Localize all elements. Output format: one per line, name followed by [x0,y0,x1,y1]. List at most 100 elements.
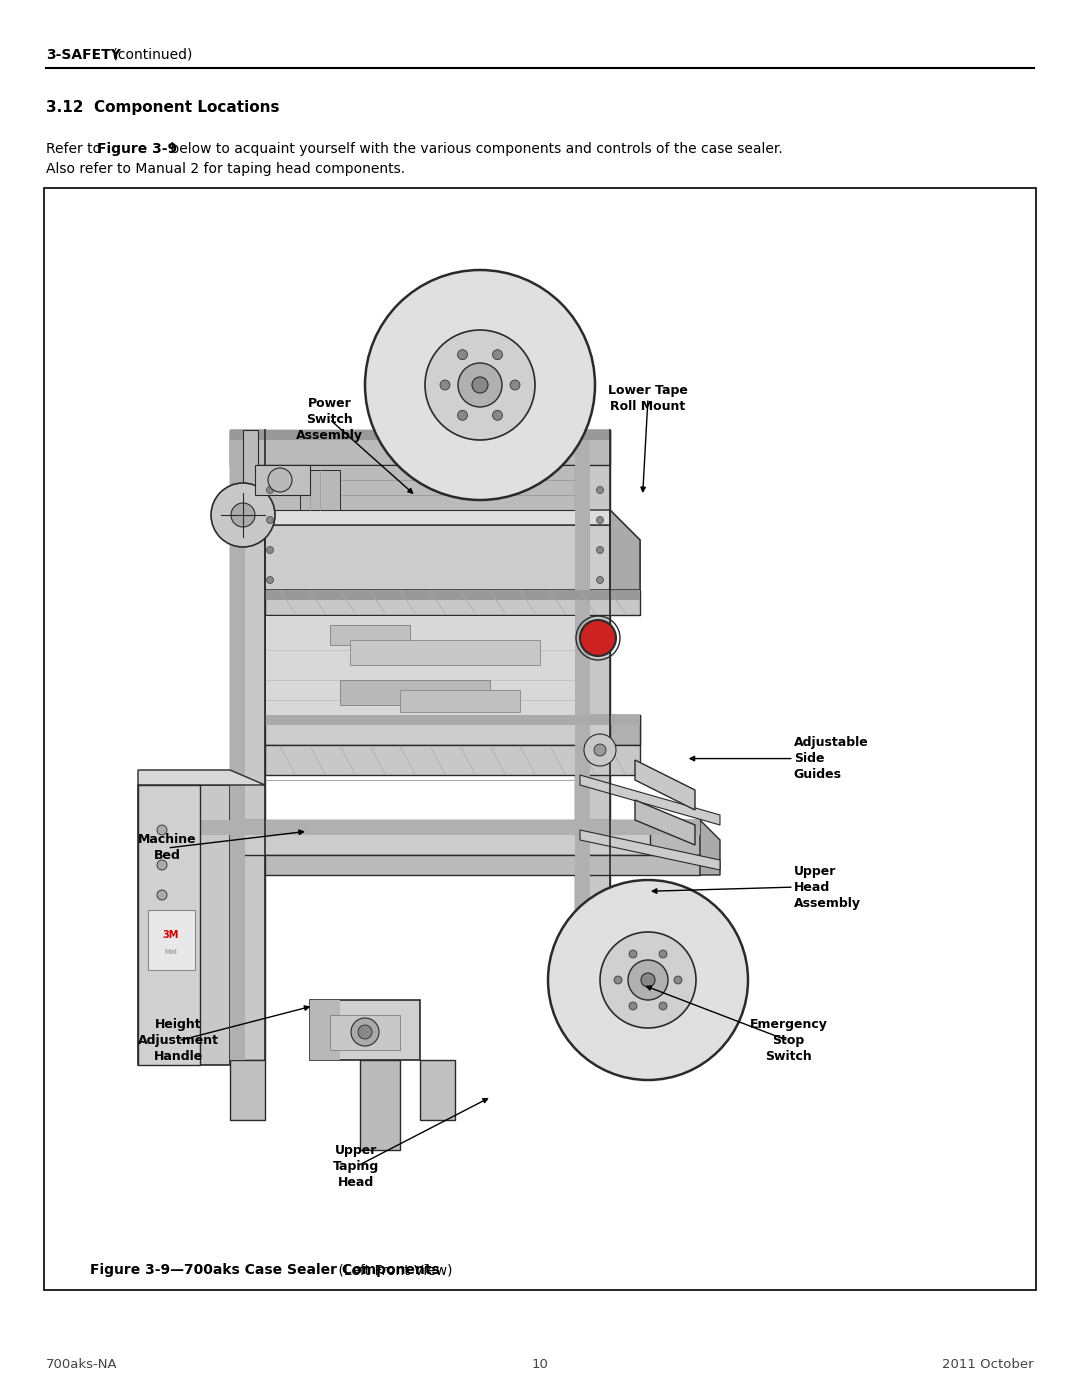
Polygon shape [310,1000,420,1060]
Polygon shape [580,775,720,826]
Circle shape [594,745,606,756]
Text: Figure 3-9—700aks Case Sealer Components: Figure 3-9—700aks Case Sealer Components [90,1263,440,1277]
Text: Power
Switch
Assembly: Power Switch Assembly [296,397,363,441]
Text: below to acquaint yourself with the various components and controls of the case : below to acquaint yourself with the vari… [166,142,783,156]
Circle shape [426,330,535,440]
Circle shape [548,880,748,1080]
Polygon shape [138,785,200,1065]
Polygon shape [138,770,265,785]
Circle shape [440,380,450,390]
Polygon shape [148,909,195,970]
Circle shape [458,363,502,407]
Text: 2011 October: 2011 October [943,1358,1034,1370]
Circle shape [458,411,468,420]
Circle shape [267,577,273,584]
Polygon shape [310,1000,340,1060]
Circle shape [659,1002,667,1010]
Circle shape [268,468,292,492]
Polygon shape [230,430,610,465]
Polygon shape [635,800,696,845]
Circle shape [627,960,669,1000]
Text: Refer to: Refer to [46,142,106,156]
Text: 3M: 3M [163,930,179,940]
Text: Upper
Taping
Head: Upper Taping Head [334,1144,379,1189]
Polygon shape [230,430,265,1060]
Polygon shape [230,430,610,440]
Circle shape [615,977,622,983]
Polygon shape [580,830,720,870]
Polygon shape [265,525,640,590]
Text: 700aks-NA: 700aks-NA [46,1358,118,1370]
Text: Figure 3-9: Figure 3-9 [97,142,177,156]
Text: 3.12  Component Locations: 3.12 Component Locations [46,101,280,115]
Text: Emergency
Stop
Switch: Emergency Stop Switch [750,1018,827,1063]
Circle shape [267,517,273,524]
Polygon shape [650,820,700,855]
Polygon shape [138,785,230,1065]
Polygon shape [243,430,258,490]
Circle shape [584,733,616,766]
Text: 3M: 3M [383,651,397,659]
Polygon shape [265,590,640,599]
Polygon shape [575,430,610,940]
Circle shape [596,486,604,493]
Polygon shape [635,760,696,810]
Text: Also refer to Manual 2 for taping head components.: Also refer to Manual 2 for taping head c… [46,162,405,176]
Text: (continued): (continued) [108,47,192,61]
Polygon shape [265,855,700,875]
Circle shape [596,577,604,584]
Circle shape [357,1025,372,1039]
Circle shape [267,546,273,553]
Circle shape [659,950,667,958]
Circle shape [157,861,167,870]
Text: Machine
Bed: Machine Bed [138,834,197,862]
Bar [44,189,1036,1289]
Polygon shape [265,590,640,615]
Polygon shape [138,785,175,1065]
Text: (Left Front View): (Left Front View) [334,1263,453,1277]
Circle shape [580,620,616,657]
Text: Adjustable
Side
Guides: Adjustable Side Guides [794,736,868,781]
Polygon shape [265,510,640,555]
Circle shape [472,377,488,393]
Text: Height
Adjustment
Handle: Height Adjustment Handle [138,1018,218,1063]
Polygon shape [265,745,640,775]
Text: Lower Tape
Roll Mount: Lower Tape Roll Mount [608,384,688,412]
Polygon shape [350,640,540,665]
Circle shape [674,977,681,983]
Circle shape [600,932,696,1028]
Polygon shape [420,1060,455,1120]
Circle shape [157,826,167,835]
Circle shape [642,972,654,988]
Polygon shape [265,715,640,725]
Polygon shape [330,1016,400,1051]
Polygon shape [265,715,640,745]
Circle shape [629,950,637,958]
Polygon shape [360,1060,400,1150]
Circle shape [211,483,275,548]
Circle shape [492,349,502,359]
Polygon shape [200,820,700,835]
Polygon shape [400,690,519,712]
Text: 3-SAFETY: 3-SAFETY [46,47,121,61]
Circle shape [596,546,604,553]
Circle shape [629,1002,637,1010]
Polygon shape [700,820,720,875]
Circle shape [231,503,255,527]
Circle shape [157,890,167,900]
Polygon shape [610,510,640,590]
Polygon shape [265,615,575,715]
Polygon shape [300,469,340,510]
Polygon shape [200,820,700,855]
Circle shape [351,1018,379,1046]
Circle shape [365,270,595,500]
Circle shape [267,486,273,493]
Circle shape [510,380,519,390]
Polygon shape [265,465,575,510]
Text: Mat: Mat [164,949,177,956]
Polygon shape [340,680,490,705]
Polygon shape [230,1060,265,1120]
Text: Upper
Head
Assembly: Upper Head Assembly [794,865,861,909]
Polygon shape [255,465,310,495]
Circle shape [492,411,502,420]
